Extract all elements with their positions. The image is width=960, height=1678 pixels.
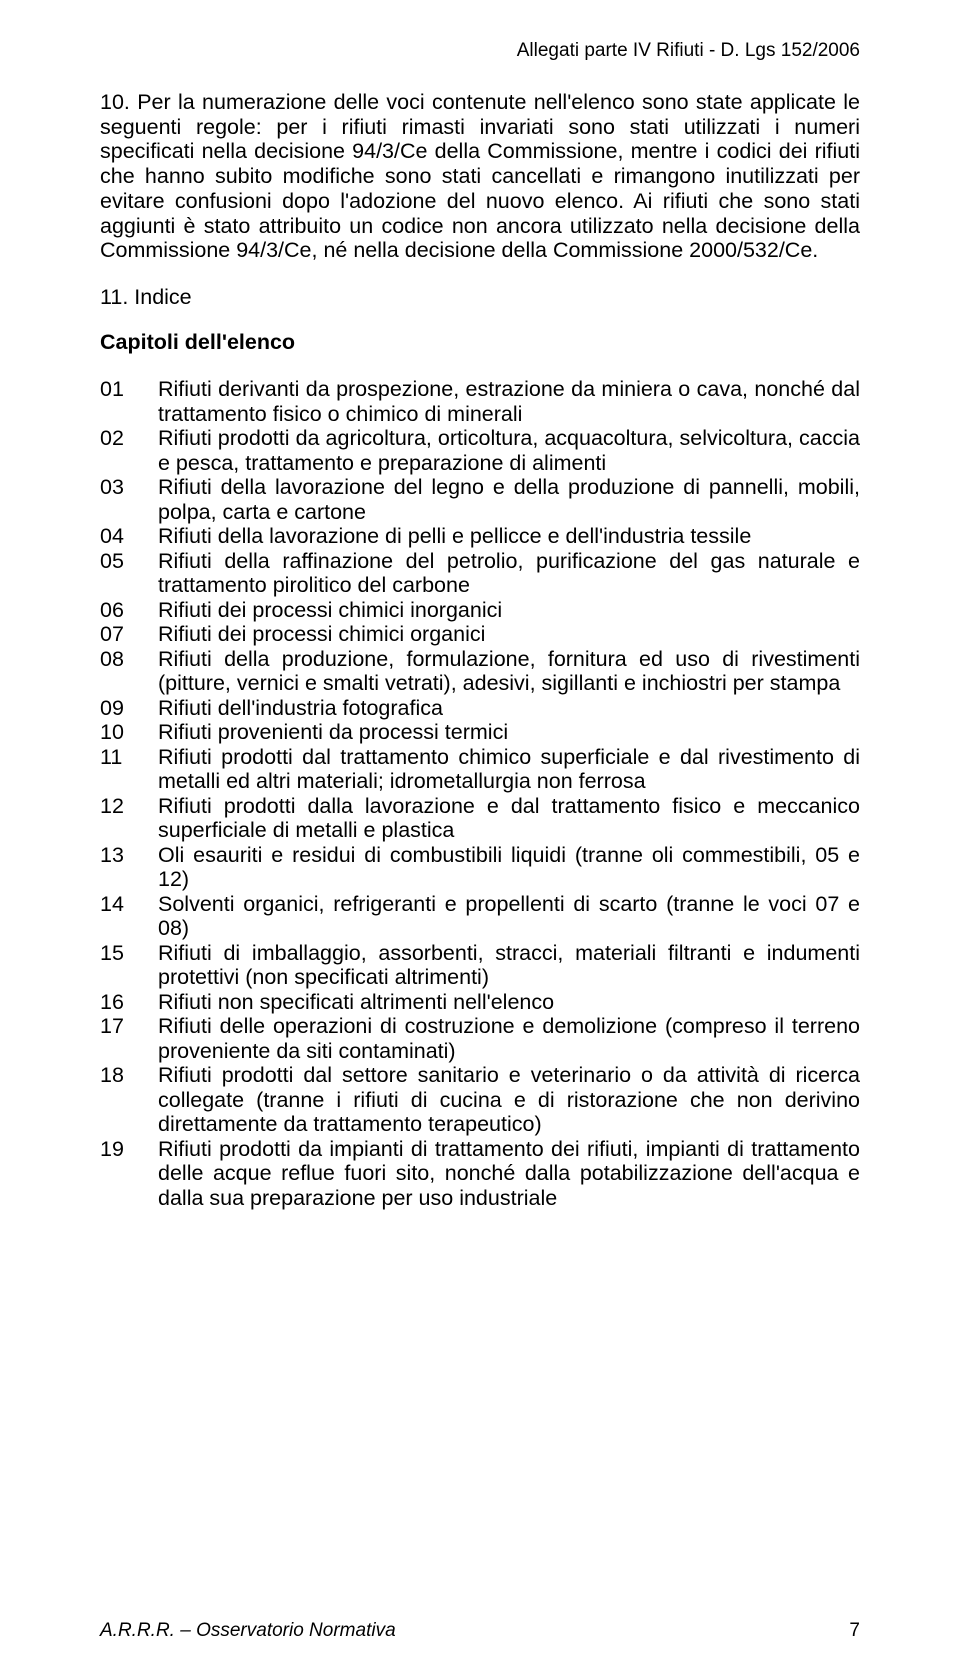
chapter-number: 09: [100, 696, 158, 721]
chapter-text: Rifiuti dell'industria fotografica: [158, 696, 860, 721]
chapters-list: 01Rifiuti derivanti da prospezione, estr…: [100, 377, 860, 1210]
chapter-number: 01: [100, 377, 158, 402]
chapter-text: Rifiuti provenienti da processi termici: [158, 720, 860, 745]
chapter-number: 14: [100, 892, 158, 917]
chapter-text: Rifiuti della raffinazione del petrolio,…: [158, 549, 860, 598]
chapter-row: 19Rifiuti prodotti da impianti di tratta…: [100, 1137, 860, 1211]
chapter-text: Rifiuti della lavorazione del legno e de…: [158, 475, 860, 524]
chapter-text: Oli esauriti e residui di combustibili l…: [158, 843, 860, 892]
chapter-row: 15Rifiuti di imballaggio, assorbenti, st…: [100, 941, 860, 990]
chapters-heading: Capitoli dell'elenco: [100, 330, 860, 355]
chapter-text: Rifiuti prodotti dalla lavorazione e dal…: [158, 794, 860, 843]
chapter-text: Rifiuti prodotti da agricoltura, orticol…: [158, 426, 860, 475]
chapter-text: Rifiuti della produzione, formulazione, …: [158, 647, 860, 696]
chapter-row: 12Rifiuti prodotti dalla lavorazione e d…: [100, 794, 860, 843]
footer-page-number: 7: [849, 1620, 860, 1642]
chapter-row: 11Rifiuti prodotti dal trattamento chimi…: [100, 745, 860, 794]
chapter-text: Solventi organici, refrigeranti e propel…: [158, 892, 860, 941]
chapter-number: 07: [100, 622, 158, 647]
chapter-row: 14Solventi organici, refrigeranti e prop…: [100, 892, 860, 941]
chapter-number: 15: [100, 941, 158, 966]
chapter-text: Rifiuti dei processi chimici organici: [158, 622, 860, 647]
chapter-text: Rifiuti della lavorazione di pelli e pel…: [158, 524, 860, 549]
chapter-row: 04Rifiuti della lavorazione di pelli e p…: [100, 524, 860, 549]
chapter-text: Rifiuti prodotti dal trattamento chimico…: [158, 745, 860, 794]
chapter-row: 05Rifiuti della raffinazione del petroli…: [100, 549, 860, 598]
chapter-row: 10Rifiuti provenienti da processi termic…: [100, 720, 860, 745]
section-11-label: 11. Indice: [100, 285, 860, 310]
chapter-row: 17Rifiuti delle operazioni di costruzion…: [100, 1014, 860, 1063]
chapter-text: Rifiuti non specificati altrimenti nell'…: [158, 990, 860, 1015]
chapter-number: 10: [100, 720, 158, 745]
chapter-row: 13Oli esauriti e residui di combustibili…: [100, 843, 860, 892]
chapter-row: 02Rifiuti prodotti da agricoltura, ortic…: [100, 426, 860, 475]
chapter-text: Rifiuti dei processi chimici inorganici: [158, 598, 860, 623]
chapter-row: 03Rifiuti della lavorazione del legno e …: [100, 475, 860, 524]
document-page: Allegati parte IV Rifiuti - D. Lgs 152/2…: [0, 0, 960, 1678]
chapter-number: 19: [100, 1137, 158, 1162]
chapter-number: 12: [100, 794, 158, 819]
chapter-number: 04: [100, 524, 158, 549]
chapter-row: 16Rifiuti non specificati altrimenti nel…: [100, 990, 860, 1015]
paragraph-10: 10. Per la numerazione delle voci conten…: [100, 90, 860, 263]
chapter-number: 11: [100, 745, 158, 770]
chapter-text: Rifiuti derivanti da prospezione, estraz…: [158, 377, 860, 426]
page-header-right: Allegati parte IV Rifiuti - D. Lgs 152/2…: [100, 40, 860, 62]
chapter-number: 13: [100, 843, 158, 868]
chapter-row: 09Rifiuti dell'industria fotografica: [100, 696, 860, 721]
chapter-row: 18Rifiuti prodotti dal settore sanitario…: [100, 1063, 860, 1137]
chapter-text: Rifiuti prodotti dal settore sanitario e…: [158, 1063, 860, 1137]
chapter-number: 02: [100, 426, 158, 451]
chapter-text: Rifiuti di imballaggio, assorbenti, stra…: [158, 941, 860, 990]
chapter-text: Rifiuti prodotti da impianti di trattame…: [158, 1137, 860, 1211]
page-footer: A.R.R.R. – Osservatorio Normativa 7: [100, 1620, 860, 1642]
chapter-number: 16: [100, 990, 158, 1015]
chapter-number: 18: [100, 1063, 158, 1088]
chapter-number: 05: [100, 549, 158, 574]
chapter-row: 08Rifiuti della produzione, formulazione…: [100, 647, 860, 696]
chapter-number: 03: [100, 475, 158, 500]
chapter-row: 06Rifiuti dei processi chimici inorganic…: [100, 598, 860, 623]
chapter-row: 07Rifiuti dei processi chimici organici: [100, 622, 860, 647]
chapter-number: 17: [100, 1014, 158, 1039]
chapter-row: 01Rifiuti derivanti da prospezione, estr…: [100, 377, 860, 426]
chapter-number: 08: [100, 647, 158, 672]
footer-left: A.R.R.R. – Osservatorio Normativa: [100, 1620, 396, 1642]
chapter-text: Rifiuti delle operazioni di costruzione …: [158, 1014, 860, 1063]
chapter-number: 06: [100, 598, 158, 623]
